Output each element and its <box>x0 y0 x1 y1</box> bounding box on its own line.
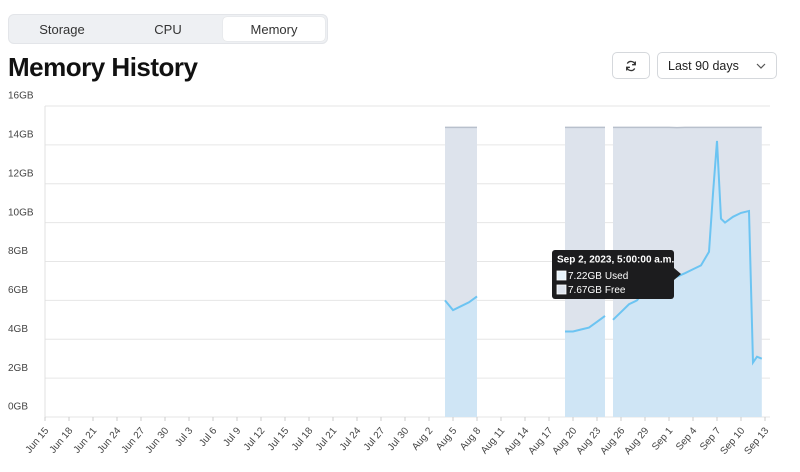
y-tick-label: 12GB <box>8 168 34 179</box>
x-tick-label: Jul 6 <box>197 425 219 449</box>
x-tick-label: Sep 4 <box>674 425 700 452</box>
x-tick-label: Jun 21 <box>72 425 100 455</box>
x-tick-label: Aug 29 <box>623 425 652 457</box>
y-tick-label: 6GB <box>8 285 28 296</box>
x-tick-label: Sep 13 <box>743 425 772 457</box>
page-title: Memory History <box>8 52 198 82</box>
tab-bar: Storage CPU Memory <box>8 14 328 44</box>
y-tick-label: 16GB <box>8 91 34 102</box>
tooltip-value: 7.67GB <box>568 285 602 296</box>
x-tick-label: Jul 12 <box>242 425 268 453</box>
x-tick-label: Aug 2 <box>410 425 436 452</box>
tooltip-box <box>552 250 674 299</box>
tooltip-series-name: Free <box>605 285 626 296</box>
x-tick-label: Aug 17 <box>527 425 556 457</box>
x-tick-label: Aug 14 <box>503 425 532 457</box>
range-dropdown[interactable]: Last 90 days <box>657 52 777 79</box>
x-tick-label: Jun 18 <box>48 425 76 455</box>
tab[interactable]: Storage <box>39 21 85 37</box>
tab[interactable]: CPU <box>154 21 182 37</box>
x-tick-label: Jul 24 <box>338 425 364 453</box>
tooltip-series-name: Used <box>605 271 628 282</box>
x-tick-label: Jun 24 <box>96 425 124 455</box>
y-tick-label: 14GB <box>8 130 34 141</box>
y-tick-label: 4GB <box>8 324 28 335</box>
x-tick-label: Jul 18 <box>290 425 316 453</box>
range-label: Last 90 days <box>668 58 739 73</box>
x-tick-label: Jul 21 <box>314 425 340 453</box>
used-area <box>445 140 762 418</box>
y-tick-label: 8GB <box>8 246 28 257</box>
y-tick-label: 2GB <box>8 363 28 374</box>
x-tick-label: Jul 27 <box>362 425 388 453</box>
tooltip-title: Sep 2, 2023, 5:00:00 a.m. <box>557 255 675 266</box>
tooltip: Sep 2, 2023, 5:00:00 a.m.7.22GB Used7.67G… <box>552 250 681 299</box>
tab[interactable]: Memory <box>223 17 325 41</box>
x-tick-label: Sep 1 <box>650 425 676 452</box>
x-tick-label: Jul 30 <box>386 425 412 453</box>
x-tick-label: Aug 5 <box>434 425 460 452</box>
x-tick-label: Jun 30 <box>144 425 172 455</box>
x-tick-label: Jun 15 <box>24 425 52 455</box>
tooltip-swatch <box>556 270 567 281</box>
x-tick-label: Aug 23 <box>575 425 604 457</box>
refresh-button[interactable] <box>612 52 650 79</box>
tooltip-value: 7.22GB <box>568 271 602 282</box>
x-tick-label: Aug 26 <box>599 425 628 457</box>
y-tick-label: 0GB <box>8 402 28 413</box>
x-tick-label: Jul 15 <box>266 425 292 453</box>
x-tick-label: Jun 27 <box>120 425 148 455</box>
x-tick-label: Jul 3 <box>173 425 195 449</box>
tooltip-swatch <box>556 284 567 295</box>
x-tick-label: Jul 9 <box>221 425 243 449</box>
tooltip-arrow <box>674 268 681 280</box>
x-tick-label: Sep 10 <box>719 425 748 457</box>
free-area <box>445 127 762 363</box>
tooltip-row: 7.67GB Free <box>568 285 626 296</box>
refresh-icon <box>626 60 636 71</box>
chevron <box>756 63 766 69</box>
tooltip-row: 7.22GB Used <box>568 271 628 282</box>
x-tick-label: Aug 20 <box>551 425 580 457</box>
y-tick-label: 10GB <box>8 207 34 218</box>
